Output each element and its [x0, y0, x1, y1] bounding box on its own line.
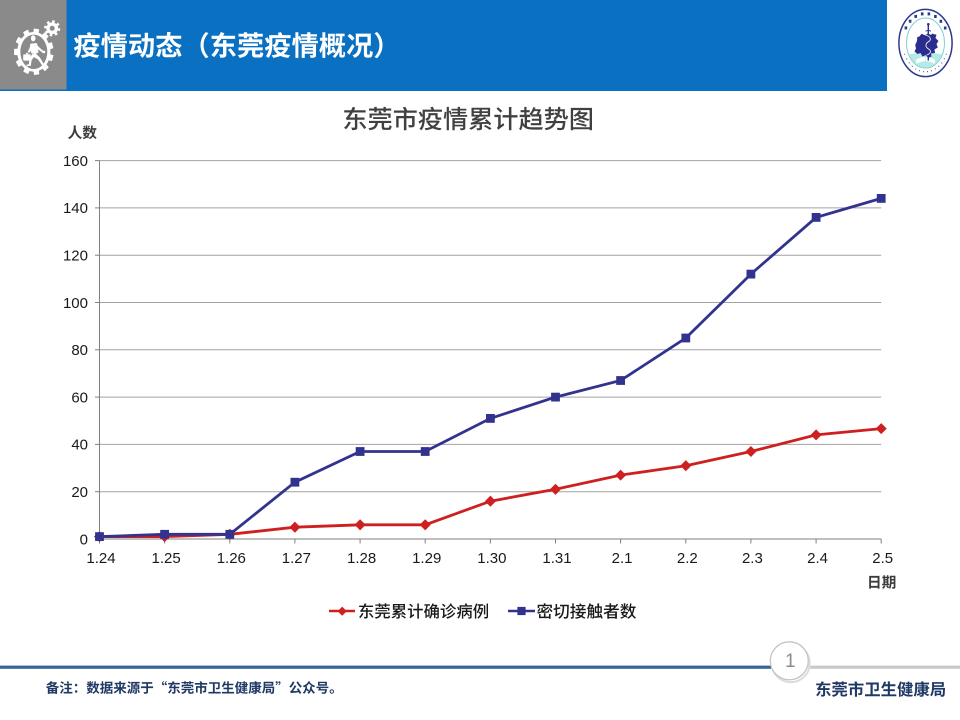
svg-text:60: 60 [71, 389, 88, 406]
svg-text:40: 40 [71, 437, 88, 454]
svg-text:1.27: 1.27 [282, 550, 311, 567]
svg-text:20: 20 [71, 484, 88, 501]
svg-text:1.25: 1.25 [151, 550, 180, 567]
svg-text:100: 100 [63, 295, 88, 312]
svg-text:1.28: 1.28 [347, 550, 376, 567]
svg-text:1.29: 1.29 [412, 550, 441, 567]
svg-text:140: 140 [63, 200, 88, 217]
svg-text:80: 80 [71, 342, 88, 359]
svg-text:2.3: 2.3 [742, 550, 763, 567]
svg-text:1.26: 1.26 [217, 550, 246, 567]
svg-text:2.5: 2.5 [872, 550, 893, 567]
svg-text:2.1: 2.1 [612, 550, 633, 567]
svg-text:1: 1 [785, 651, 796, 672]
svg-text:1.31: 1.31 [542, 550, 571, 567]
svg-text:1.30: 1.30 [477, 550, 506, 567]
svg-text:2.4: 2.4 [807, 550, 828, 567]
svg-text:2.2: 2.2 [677, 550, 698, 567]
svg-text:1.24: 1.24 [86, 550, 115, 567]
svg-text:120: 120 [63, 248, 88, 265]
svg-text:160: 160 [63, 153, 88, 170]
svg-text:0: 0 [80, 531, 88, 548]
